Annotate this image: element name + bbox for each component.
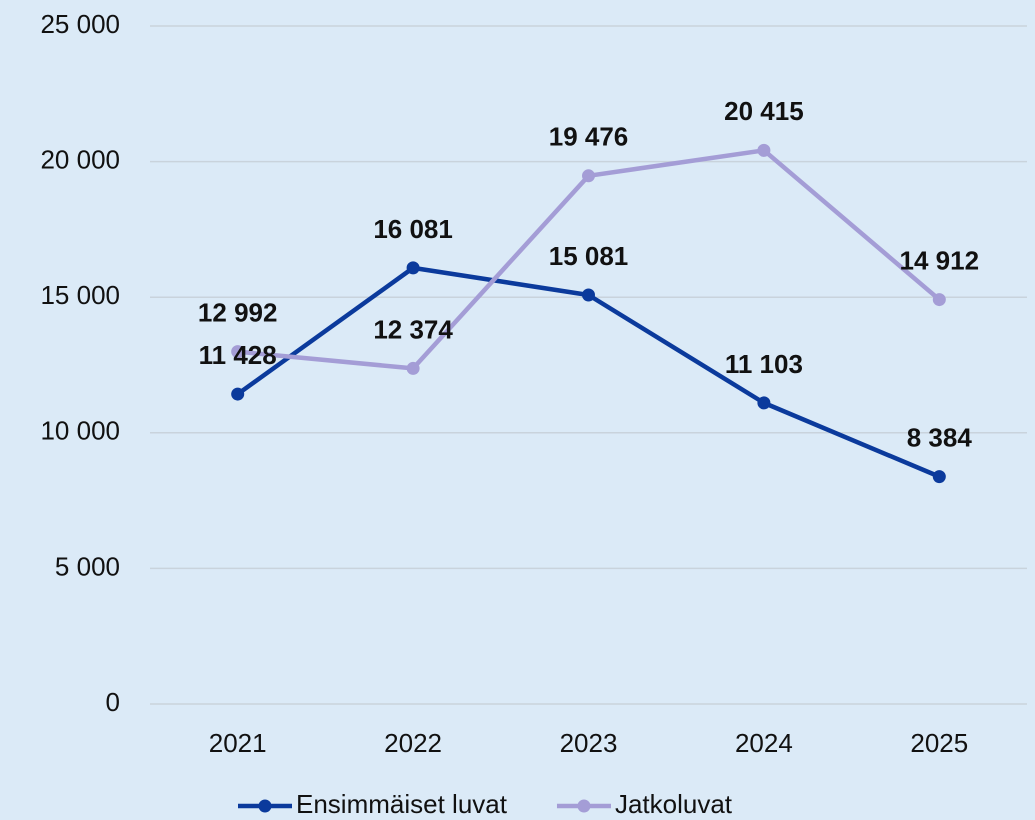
y-tick-label: 20 000 bbox=[40, 144, 120, 174]
legend-label: Jatkoluvat bbox=[615, 789, 733, 819]
x-tick-label: 2021 bbox=[209, 728, 267, 758]
data-label: 19 476 bbox=[549, 122, 629, 152]
data-point bbox=[582, 169, 595, 183]
data-point bbox=[932, 470, 946, 484]
y-tick-label: 15 000 bbox=[40, 280, 120, 310]
data-label: 16 081 bbox=[373, 214, 453, 244]
x-tick-label: 2022 bbox=[384, 728, 442, 758]
data-point bbox=[582, 288, 595, 302]
legend-marker bbox=[258, 799, 272, 813]
y-tick-label: 10 000 bbox=[40, 416, 120, 446]
data-point bbox=[932, 293, 946, 307]
data-point bbox=[406, 361, 420, 375]
data-label: 8 384 bbox=[907, 423, 973, 453]
y-tick-label: 25 000 bbox=[40, 9, 120, 39]
data-label: 14 912 bbox=[900, 245, 980, 275]
data-label: 12 992 bbox=[198, 298, 278, 328]
data-label: 12 374 bbox=[373, 314, 453, 344]
data-label: 11 103 bbox=[725, 349, 803, 379]
x-tick-label: 2025 bbox=[910, 728, 968, 758]
data-point bbox=[231, 387, 245, 401]
data-point bbox=[231, 345, 245, 359]
y-tick-label: 5 000 bbox=[55, 551, 120, 581]
y-tick-label: 0 bbox=[106, 687, 120, 717]
legend-label: Ensimmäiset luvat bbox=[296, 789, 508, 819]
data-point bbox=[757, 396, 771, 410]
data-point bbox=[406, 261, 420, 275]
x-tick-label: 2024 bbox=[735, 728, 793, 758]
data-label: 11 428 bbox=[199, 340, 277, 370]
data-label: 15 081 bbox=[549, 241, 629, 271]
x-tick-label: 2023 bbox=[560, 728, 618, 758]
data-label: 20 415 bbox=[724, 96, 804, 126]
legend-marker bbox=[577, 799, 591, 813]
data-point bbox=[757, 143, 771, 157]
